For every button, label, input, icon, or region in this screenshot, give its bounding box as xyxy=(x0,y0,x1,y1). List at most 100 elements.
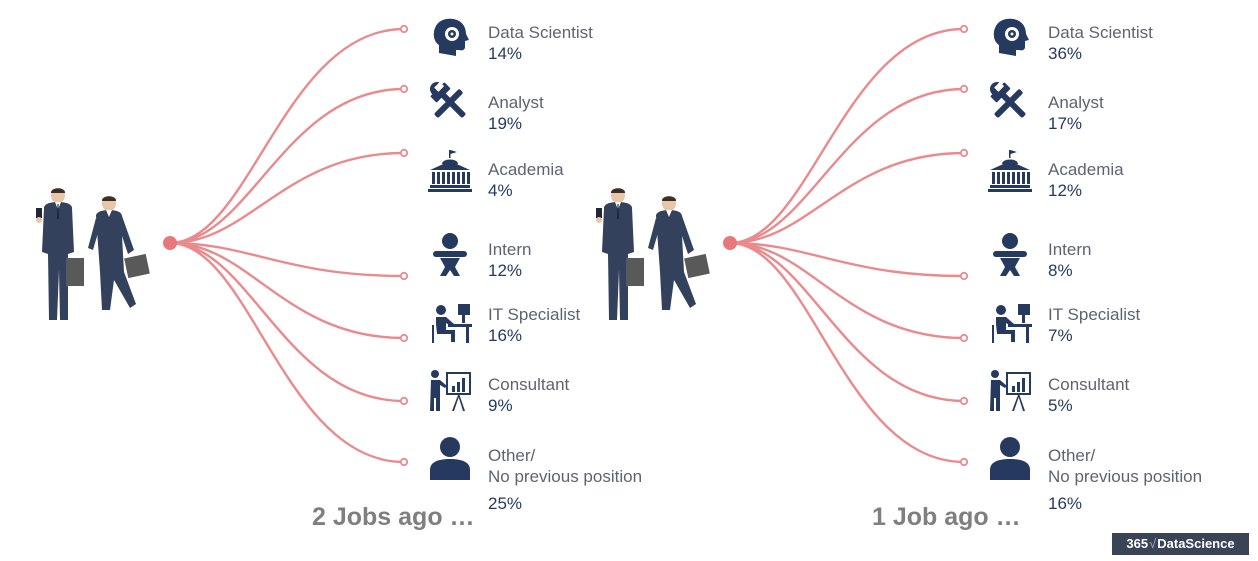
person-at-computer-icon xyxy=(992,304,1032,343)
role-label: Intern 12% xyxy=(488,239,531,281)
connector-curve xyxy=(169,241,405,464)
role-label: Analyst 17% xyxy=(1048,92,1104,134)
baby-icon xyxy=(433,233,467,276)
role-percentage: 16% xyxy=(1048,494,1083,513)
connector-end-dot xyxy=(959,148,969,158)
connector-curve xyxy=(169,27,405,245)
university-building-icon xyxy=(988,150,1032,192)
role-name: Data Scientist xyxy=(488,23,593,42)
logo-text-right: DataScience xyxy=(1157,536,1235,551)
connector-curve xyxy=(729,87,965,245)
role-label: IT Specialist 7% xyxy=(1048,304,1140,346)
panel-caption: 1 Job ago … xyxy=(872,503,1021,531)
panel-one-job-ago: 1 Job ago … Data Scientist 36% Analyst 17% A… xyxy=(560,0,1202,561)
role-percentage: 16% xyxy=(488,326,523,345)
person-icon xyxy=(430,437,470,480)
connector-end-dot xyxy=(399,148,409,158)
hammer-wrench-icon xyxy=(430,81,466,118)
person-at-computer-icon xyxy=(432,304,472,343)
connector-curve xyxy=(729,241,965,464)
role-name-line2: No previous position xyxy=(488,467,643,486)
connector-curve xyxy=(729,27,965,245)
connector-end-dot xyxy=(399,84,409,94)
role-label: Academia 12% xyxy=(1048,159,1124,201)
university-building-icon xyxy=(428,150,472,192)
role-name: Analyst xyxy=(488,93,544,112)
connector-curve xyxy=(169,151,405,245)
connector-end-dot xyxy=(399,396,409,406)
connector-curve xyxy=(169,87,405,245)
role-percentage: 12% xyxy=(488,261,523,280)
role-percentage: 8% xyxy=(1048,261,1073,280)
role-label: Data Scientist 36% xyxy=(1048,22,1153,64)
head-gear-icon xyxy=(993,18,1029,56)
role-label: Other/No previous position 25% xyxy=(488,445,642,514)
role-label: Data Scientist 14% xyxy=(488,22,593,64)
role-name: Academia xyxy=(1048,160,1124,179)
panel-two-jobs-ago: 2 Jobs ago … Data Scientist 14% Analyst 19%… xyxy=(36,18,642,531)
role-name: Intern xyxy=(1048,240,1092,259)
connector-curve xyxy=(729,241,965,403)
baby-icon xyxy=(993,233,1027,276)
connector-curve xyxy=(169,241,405,403)
connector-curve xyxy=(729,241,965,278)
connector-curve xyxy=(729,241,965,340)
connector-hub xyxy=(723,236,737,250)
role-label: Consultant 5% xyxy=(1048,374,1129,416)
role-percentage: 36% xyxy=(1048,44,1083,63)
role-name: Analyst xyxy=(1048,93,1104,112)
presenter-chart-icon xyxy=(990,370,1031,411)
businessmen-illustration xyxy=(36,188,150,320)
role-label: Analyst 19% xyxy=(488,92,544,134)
role-name: Academia xyxy=(488,160,564,179)
logo-text-left: 365 xyxy=(1126,536,1149,551)
role-label: Intern 8% xyxy=(1048,239,1091,281)
connector-end-dot xyxy=(959,457,969,467)
role-name: IT Specialist xyxy=(1048,305,1141,324)
connector-end-dot xyxy=(959,24,969,34)
brand-logo: 365√DataScience xyxy=(1112,533,1249,555)
role-name: IT Specialist xyxy=(488,305,581,324)
connector-hub xyxy=(163,236,177,250)
role-percentage: 12% xyxy=(1048,181,1083,200)
panel-caption: 2 Jobs ago … xyxy=(312,503,475,531)
connector-lines xyxy=(163,24,409,467)
role-name: Data Scientist xyxy=(1048,23,1153,42)
person-icon xyxy=(990,437,1030,480)
connector-curve xyxy=(169,241,405,278)
connector-end-dot xyxy=(959,84,969,94)
role-name: Other/ xyxy=(488,446,536,465)
connector-curve xyxy=(169,241,405,340)
connector-curve xyxy=(729,151,965,245)
role-percentage: 17% xyxy=(1048,114,1083,133)
role-label: IT Specialist 16% xyxy=(488,304,580,346)
role-percentage: 7% xyxy=(1048,326,1073,345)
role-name: Consultant xyxy=(488,375,570,394)
businessmen-illustration xyxy=(596,188,710,320)
role-label: Other/No previous position 16% xyxy=(1048,445,1202,514)
presenter-chart-icon xyxy=(430,370,471,411)
role-label: Academia 4% xyxy=(488,159,564,201)
connector-end-dot xyxy=(959,333,969,343)
role-name-line2: No previous position xyxy=(1048,467,1203,486)
connector-end-dot xyxy=(959,396,969,406)
role-name: Intern xyxy=(488,240,532,259)
connector-end-dot xyxy=(399,271,409,281)
connector-lines xyxy=(723,24,969,467)
role-name: Consultant xyxy=(1048,375,1130,394)
head-gear-icon xyxy=(433,18,469,56)
role-percentage: 25% xyxy=(488,494,523,513)
role-percentage: 5% xyxy=(1048,396,1073,415)
role-label: Consultant 9% xyxy=(488,374,569,416)
role-percentage: 19% xyxy=(488,114,523,133)
connector-end-dot xyxy=(399,457,409,467)
role-percentage: 9% xyxy=(488,396,513,415)
connector-end-dot xyxy=(959,271,969,281)
role-percentage: 14% xyxy=(488,44,523,63)
connector-end-dot xyxy=(399,333,409,343)
hammer-wrench-icon xyxy=(990,81,1026,118)
connector-end-dot xyxy=(399,24,409,34)
role-name: Other/ xyxy=(1048,446,1096,465)
role-percentage: 4% xyxy=(488,181,513,200)
